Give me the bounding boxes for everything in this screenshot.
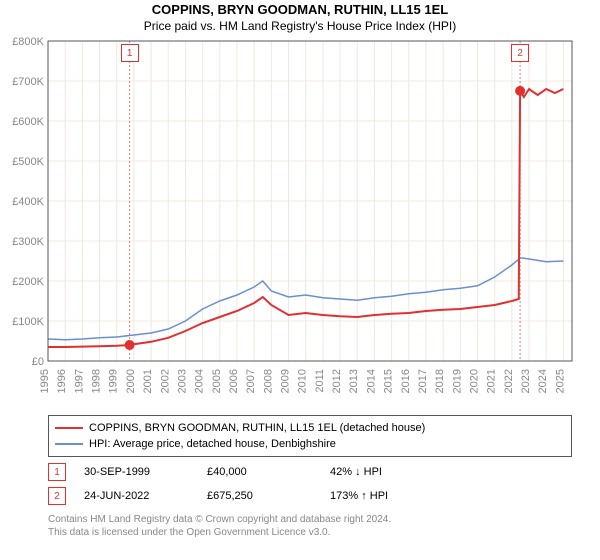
marker-pct: 42% ↓ HPI xyxy=(330,466,435,478)
svg-text:2007: 2007 xyxy=(245,369,257,393)
svg-text:2012: 2012 xyxy=(331,369,343,393)
svg-text:£100K: £100K xyxy=(12,316,44,328)
marker-price: £675,250 xyxy=(207,490,312,502)
marker-badge-m1: 1 xyxy=(121,44,139,62)
marker-date: 24-JUN-2022 xyxy=(84,490,189,502)
svg-text:2023: 2023 xyxy=(520,369,532,393)
marker-price: £40,000 xyxy=(207,466,312,478)
line-chart: £0 £100K £200K £300K £400K £500K £600K £700K £80… xyxy=(0,33,600,411)
marker-badge-m2: 2 xyxy=(511,44,529,62)
svg-text:1995: 1995 xyxy=(39,369,51,393)
footer-line: Contains HM Land Registry data © Crown c… xyxy=(48,513,572,526)
svg-text:2006: 2006 xyxy=(228,369,240,393)
svg-text:2014: 2014 xyxy=(365,369,377,393)
svg-text:£0: £0 xyxy=(32,356,44,368)
legend-label: COPPINS, BRYN GOODMAN, RUTHIN, LL15 1EL … xyxy=(89,420,425,436)
svg-text:1998: 1998 xyxy=(91,369,103,393)
svg-text:2020: 2020 xyxy=(469,369,481,393)
legend-swatch-icon xyxy=(55,427,83,429)
svg-text:2001: 2001 xyxy=(142,369,154,393)
svg-text:2017: 2017 xyxy=(417,369,429,393)
svg-text:2009: 2009 xyxy=(280,369,292,393)
svg-text:2018: 2018 xyxy=(434,369,446,393)
chart-area: £0 £100K £200K £300K £400K £500K £600K £700K £80… xyxy=(0,33,600,411)
marker-date: 30-SEP-1999 xyxy=(84,466,189,478)
svg-text:2003: 2003 xyxy=(176,369,188,393)
svg-text:2025: 2025 xyxy=(554,369,566,393)
marker-badge-icon: 1 xyxy=(48,463,66,481)
svg-text:2008: 2008 xyxy=(262,369,274,393)
svg-text:2022: 2022 xyxy=(503,369,515,393)
page-subtitle: Price paid vs. HM Land Registry's House … xyxy=(0,19,600,33)
svg-text:2019: 2019 xyxy=(451,369,463,393)
svg-text:£200K: £200K xyxy=(12,276,44,288)
svg-text:£800K: £800K xyxy=(12,36,44,48)
svg-text:2016: 2016 xyxy=(400,369,412,393)
svg-text:2011: 2011 xyxy=(314,369,326,393)
legend-item-price-paid: COPPINS, BRYN GOODMAN, RUTHIN, LL15 1EL … xyxy=(55,420,565,436)
svg-text:2005: 2005 xyxy=(211,369,223,393)
legend-swatch-icon xyxy=(55,443,83,445)
svg-text:£700K: £700K xyxy=(12,76,44,88)
svg-text:£600K: £600K xyxy=(12,116,44,128)
legend-item-hpi: HPI: Average price, detached house, Denb… xyxy=(55,436,565,452)
svg-text:2010: 2010 xyxy=(297,369,309,393)
svg-text:1997: 1997 xyxy=(73,369,85,393)
marker-detail-row: 2 24-JUN-2022 £675,250 173% ↑ HPI xyxy=(48,487,572,505)
svg-text:£500K: £500K xyxy=(12,156,44,168)
svg-text:2024: 2024 xyxy=(537,369,549,393)
svg-text:2021: 2021 xyxy=(486,369,498,393)
svg-text:2015: 2015 xyxy=(383,369,395,393)
legend-label: HPI: Average price, detached house, Denb… xyxy=(89,436,336,452)
marker-pct: 173% ↑ HPI xyxy=(330,490,435,502)
svg-text:1996: 1996 xyxy=(56,369,68,393)
marker-badge-icon: 2 xyxy=(48,487,66,505)
footer-attribution: Contains HM Land Registry data © Crown c… xyxy=(48,513,572,539)
marker-detail-row: 1 30-SEP-1999 £40,000 42% ↓ HPI xyxy=(48,463,572,481)
page-title: COPPINS, BRYN GOODMAN, RUTHIN, LL15 1EL xyxy=(0,2,600,17)
svg-text:£300K: £300K xyxy=(12,236,44,248)
svg-text:2000: 2000 xyxy=(125,369,137,393)
svg-text:2004: 2004 xyxy=(194,369,206,393)
svg-text:£400K: £400K xyxy=(12,196,44,208)
legend: COPPINS, BRYN GOODMAN, RUTHIN, LL15 1EL … xyxy=(48,415,572,457)
svg-text:1999: 1999 xyxy=(108,369,120,393)
svg-text:2013: 2013 xyxy=(348,369,360,393)
footer-line: This data is licensed under the Open Gov… xyxy=(48,526,572,539)
svg-text:2002: 2002 xyxy=(159,369,171,393)
